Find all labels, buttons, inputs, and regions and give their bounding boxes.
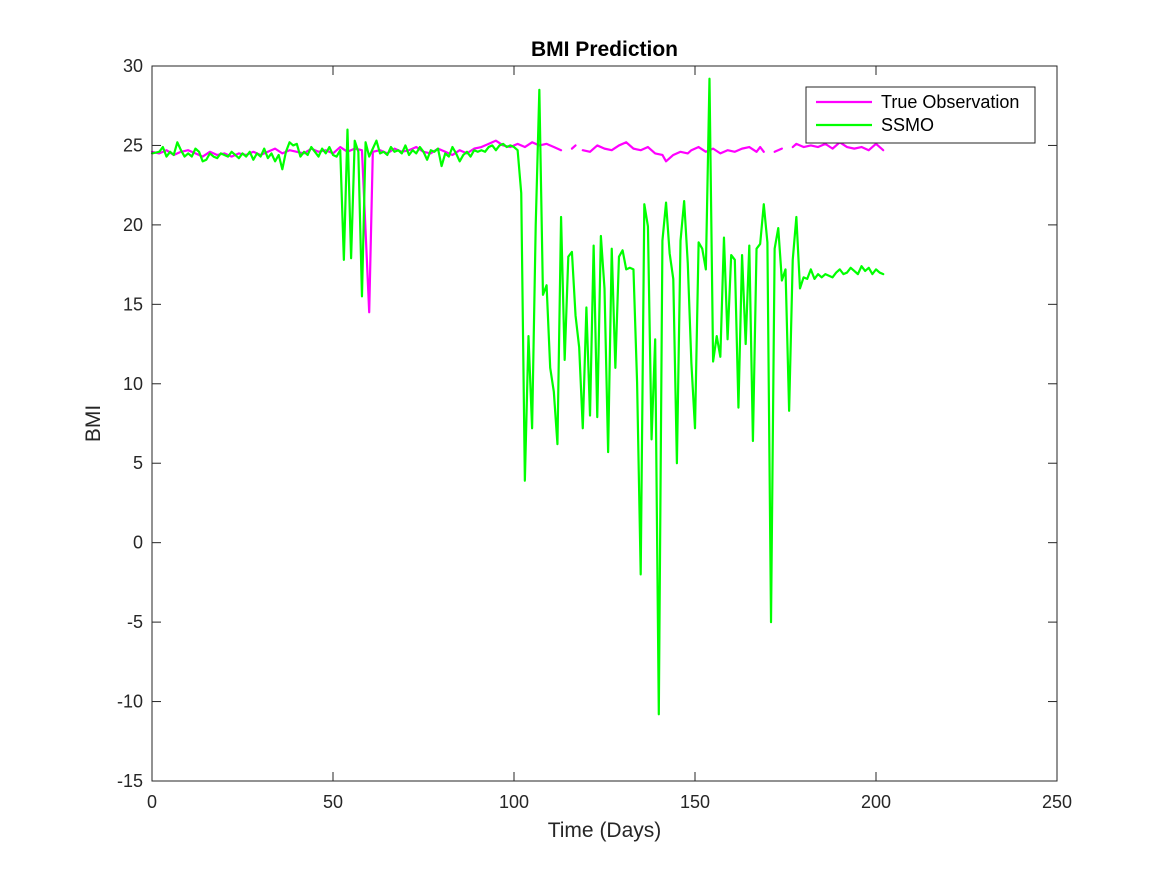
series-line-segment xyxy=(570,144,577,150)
x-axis-label: Time (Days) xyxy=(548,819,662,842)
plot-area xyxy=(152,66,1057,781)
y-tick-label: 25 xyxy=(123,135,143,155)
legend-label-true-observation: True Observation xyxy=(881,92,1019,112)
y-axis-label: BMI xyxy=(82,405,105,442)
legend-label-ssmo: SSMO xyxy=(881,115,934,135)
series-line-segment xyxy=(150,77,885,716)
y-tick-label: 15 xyxy=(123,294,143,314)
legend-box xyxy=(805,86,1036,144)
plot-background xyxy=(152,66,1057,781)
x-tick-label: 250 xyxy=(1042,792,1072,812)
series-line-segment xyxy=(791,141,885,152)
y-tick-label: -5 xyxy=(127,612,143,632)
axes-layer: 0 50 100 150 200 250 -15 -10 -5 0 5 10 15 20 25 30 xyxy=(117,56,1072,812)
y-tick-label: 10 xyxy=(123,374,143,394)
y-tick-label: 0 xyxy=(133,533,143,553)
x-tick-label: 150 xyxy=(680,792,710,812)
series-line-segment xyxy=(581,141,765,163)
axes-box xyxy=(151,65,1058,782)
series-layer xyxy=(150,77,885,716)
y-tick-label: 30 xyxy=(123,56,143,76)
y-tick-label: -15 xyxy=(117,771,143,791)
x-tick-label: 100 xyxy=(499,792,529,812)
x-tick-label: 50 xyxy=(323,792,343,812)
x-tick-label: 0 xyxy=(147,792,157,812)
x-tick-label: 200 xyxy=(861,792,891,812)
legend: True Observation SSMO xyxy=(805,86,1036,144)
y-tick-label: -10 xyxy=(117,692,143,712)
series-line-segment xyxy=(773,147,783,153)
y-tick-label: 20 xyxy=(123,215,143,235)
chart-title: BMI Prediction xyxy=(531,38,678,61)
series-ssmo xyxy=(150,77,885,716)
y-tick-label: 5 xyxy=(133,453,143,473)
